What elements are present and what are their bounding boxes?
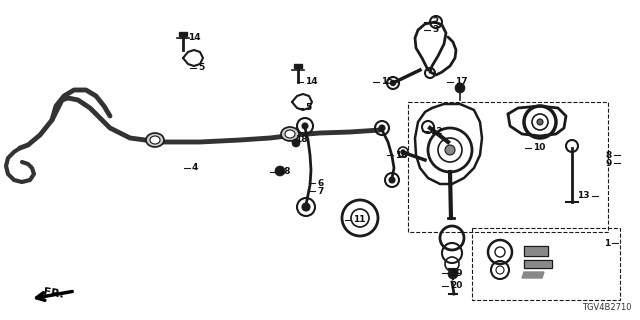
Text: 11: 11 <box>353 215 365 225</box>
Circle shape <box>537 119 543 125</box>
Text: 12: 12 <box>430 126 442 135</box>
Text: FR.: FR. <box>43 287 65 300</box>
Text: 1: 1 <box>604 238 610 247</box>
Circle shape <box>302 123 308 129</box>
Text: 20: 20 <box>450 282 462 291</box>
Text: 19: 19 <box>450 268 463 277</box>
Circle shape <box>389 177 395 183</box>
Polygon shape <box>524 246 548 256</box>
Text: 8: 8 <box>605 150 612 159</box>
Circle shape <box>379 125 385 131</box>
Text: 5: 5 <box>305 103 311 113</box>
Bar <box>472 228 620 300</box>
Circle shape <box>445 145 455 155</box>
Text: 6: 6 <box>317 179 323 188</box>
Bar <box>408 102 608 232</box>
Text: 14: 14 <box>188 34 200 43</box>
Text: 4: 4 <box>192 164 198 172</box>
Text: TGV4B2710: TGV4B2710 <box>582 303 632 312</box>
Ellipse shape <box>281 127 299 141</box>
Polygon shape <box>524 260 552 268</box>
Text: 14: 14 <box>305 77 317 86</box>
Text: 13: 13 <box>577 191 590 201</box>
Circle shape <box>292 139 300 147</box>
Text: 17: 17 <box>455 77 468 86</box>
Polygon shape <box>294 64 302 68</box>
Text: 16: 16 <box>395 150 408 159</box>
Ellipse shape <box>285 130 295 138</box>
Circle shape <box>390 81 396 85</box>
Text: 9: 9 <box>605 158 612 167</box>
Polygon shape <box>179 32 187 36</box>
Text: 18: 18 <box>295 135 307 145</box>
Circle shape <box>455 83 465 93</box>
Circle shape <box>302 203 310 211</box>
Circle shape <box>275 166 285 176</box>
Text: 2: 2 <box>432 18 438 27</box>
Text: 5: 5 <box>198 63 204 73</box>
Text: 7: 7 <box>317 187 323 196</box>
Polygon shape <box>522 272 544 278</box>
Text: 15: 15 <box>381 77 394 86</box>
Circle shape <box>448 269 458 279</box>
Circle shape <box>401 150 405 154</box>
Ellipse shape <box>150 136 160 144</box>
Ellipse shape <box>146 133 164 147</box>
Text: 10: 10 <box>533 143 545 153</box>
Text: 18: 18 <box>278 167 291 177</box>
Text: 3: 3 <box>432 26 438 35</box>
